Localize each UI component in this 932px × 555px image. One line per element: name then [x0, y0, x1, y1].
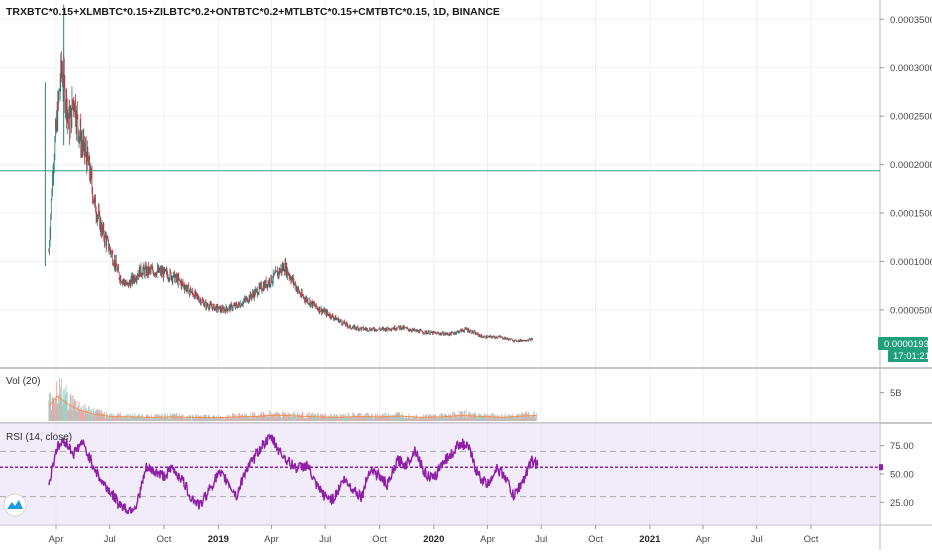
time-tick-label: Apr — [264, 534, 279, 545]
time-tick-label: Oct — [372, 534, 387, 545]
rsi-band — [0, 423, 880, 525]
time-tick-label: Jul — [535, 534, 547, 545]
time-tick-label: 2021 — [639, 534, 661, 545]
time-tick-label: 2019 — [208, 534, 229, 545]
countdown-label: 17:01:21 — [893, 351, 930, 362]
rsi-tick-label: 25.00 — [890, 498, 914, 509]
price-tick-label: 0.00015000 — [890, 209, 932, 220]
volume-pane-label[interactable]: Vol (20) — [6, 376, 40, 387]
time-tick-label: Oct — [157, 534, 172, 545]
rsi-last-value-marker — [879, 464, 883, 471]
chart-title: TRXBTC*0.15+XLMBTC*0.15+ZILBTC*0.2+ONTBT… — [6, 6, 500, 18]
time-tick-label: Apr — [480, 534, 495, 545]
price-tick-label: 0.00030000 — [890, 63, 932, 74]
volume-tick-label: 5B — [890, 388, 902, 399]
rsi-series — [48, 433, 539, 515]
time-tick-label: Jul — [319, 534, 331, 545]
time-tick-label: Apr — [49, 534, 64, 545]
rsi-y-axis[interactable]: 75.00 50.00 25.00 — [880, 441, 914, 509]
time-tick-label: Jul — [104, 534, 116, 545]
price-tick-label: 0.00025000 — [890, 112, 932, 123]
volume-y-axis[interactable]: 5B — [880, 388, 902, 399]
time-tick-label: Oct — [804, 534, 819, 545]
time-tick-label: Oct — [588, 534, 603, 545]
rsi-tick-label: 50.00 — [890, 470, 914, 481]
rsi-line — [48, 433, 539, 515]
last-price-tag: 0.00001936 17:01:21 — [878, 337, 932, 362]
volume-series — [48, 378, 537, 421]
time-axis[interactable]: Apr Jul Oct 2019 Apr Jul Oct 2020 Apr Jul Oct 2021 A… — [49, 525, 819, 545]
price-y-axis[interactable]: 0.00035000 0.00030000 0.00025000 0.00020000… — [880, 15, 932, 317]
rsi-pane-label[interactable]: RSI (14, close) — [6, 432, 72, 443]
price-tick-label: 0.00020000 — [890, 160, 932, 171]
price-series — [44, 4, 533, 343]
last-price-label: 0.00001936 — [884, 339, 932, 350]
time-tick-label: Jul — [751, 534, 763, 545]
time-tick-label: Apr — [696, 534, 711, 545]
tradingview-cloud-icon[interactable] — [3, 493, 27, 517]
price-tick-label: 0.00010000 — [890, 257, 932, 268]
volume-ma-line — [48, 395, 537, 419]
price-tick-label: 0.00035000 — [890, 15, 932, 26]
time-tick-label: 2020 — [423, 534, 444, 545]
price-tick-label: 0.00005000 — [890, 305, 932, 316]
rsi-tick-label: 75.00 — [890, 441, 914, 452]
